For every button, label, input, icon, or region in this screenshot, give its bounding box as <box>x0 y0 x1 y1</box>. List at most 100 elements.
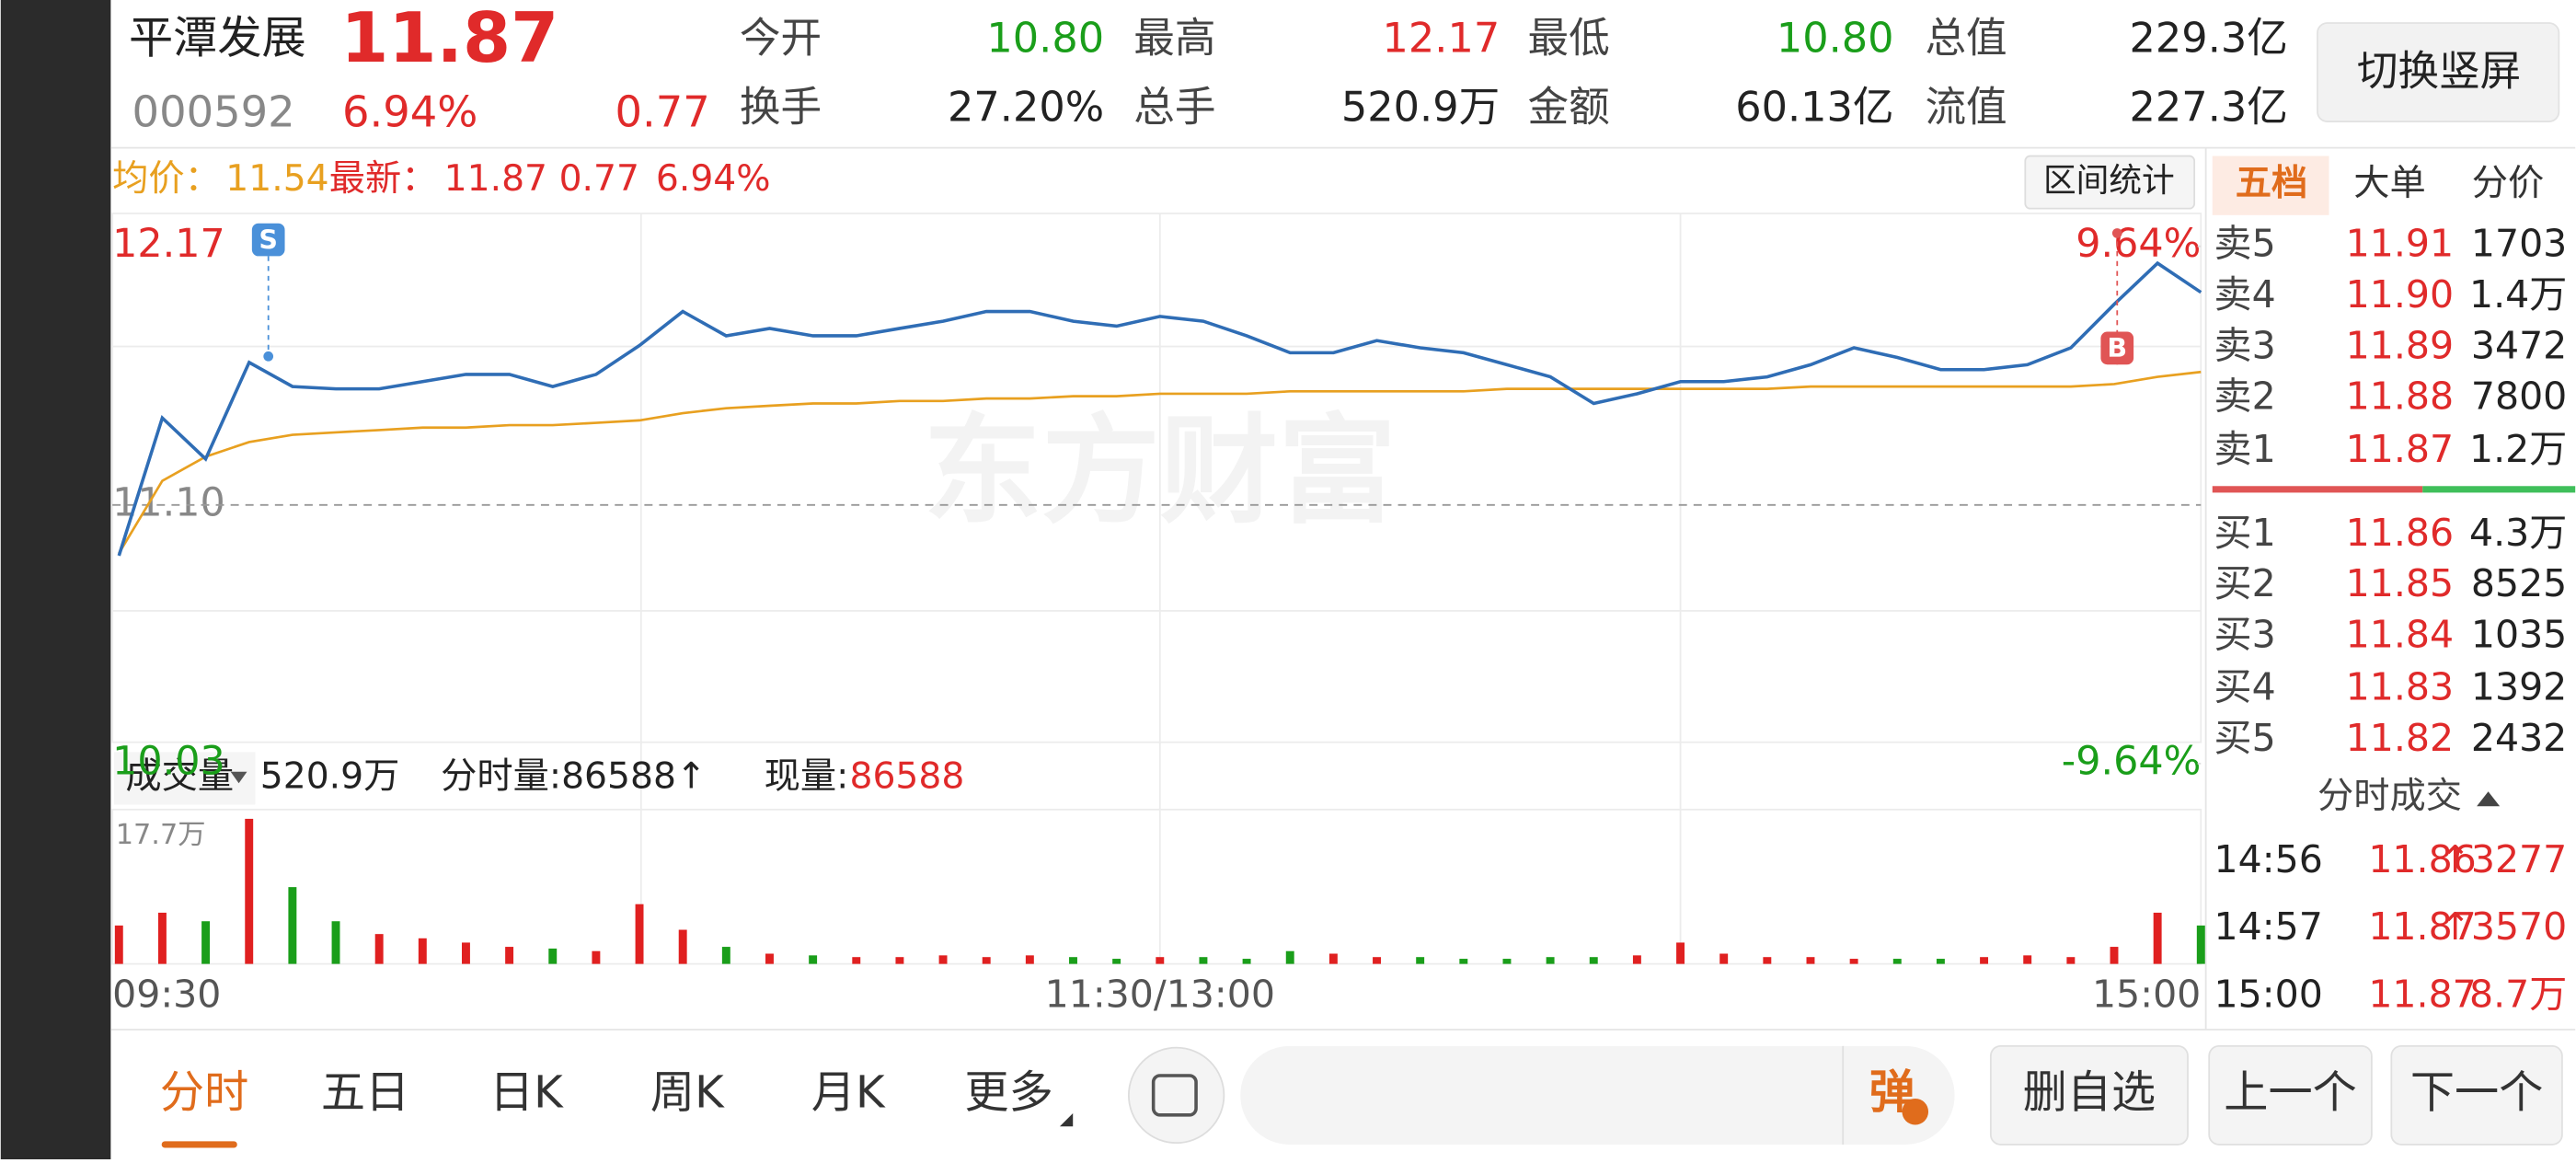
book-tab[interactable]: 分价 <box>2472 163 2544 204</box>
volume-bar <box>288 887 297 964</box>
stat-value: 10.80 <box>1777 15 1894 63</box>
book-volume: 1392 <box>2471 665 2567 709</box>
bottom-bar: 分时 五日 日K 周K 月K 更多 删自选 上一个 下一个 <box>160 1044 2563 1146</box>
action-button[interactable] <box>2208 1044 2373 1146</box>
book-label: 买1 <box>2214 511 2276 555</box>
volume-bar <box>505 947 514 964</box>
stat-label: 总手 <box>1133 84 1215 132</box>
volume-bar <box>245 818 254 964</box>
stock-code: 000592 <box>132 86 295 136</box>
y2-tick-label: -9.64% <box>2062 738 2202 784</box>
volume-bar <box>1069 957 1077 964</box>
volume-selector[interactable] <box>113 752 256 805</box>
marker-box <box>251 223 285 257</box>
volume-bar <box>114 925 123 964</box>
action-button[interactable] <box>1989 1044 2189 1146</box>
latest-price: 11.87 <box>444 158 547 200</box>
note-button[interactable] <box>1127 1046 1225 1145</box>
stat-value: 10.80 <box>986 15 1104 63</box>
stat-value: 12.17 <box>1383 15 1501 63</box>
book-label: 卖2 <box>2214 374 2276 419</box>
book-price: 11.89 <box>2346 323 2454 367</box>
watermark: 东方财富 <box>924 403 1397 540</box>
book-volume: 1.4万 <box>2469 272 2567 317</box>
period-tab[interactable]: 更多 <box>964 1066 1052 1118</box>
trades-title[interactable]: 分时成交 <box>2317 776 2462 817</box>
volume-bar <box>982 957 991 964</box>
volume-bar <box>721 947 730 964</box>
trade-time: 14:56 <box>2214 837 2323 881</box>
period-tab[interactable]: 周K <box>650 1066 725 1118</box>
volume-bar <box>635 904 644 964</box>
range-button[interactable] <box>2024 155 2196 210</box>
stock-price: 11.87 <box>340 0 558 78</box>
volume-bar <box>1285 950 1294 964</box>
volume-bar <box>1416 957 1425 964</box>
book-volume: 3472 <box>2471 323 2567 367</box>
book-price: 11.82 <box>2346 716 2454 760</box>
volume-bar <box>418 938 427 964</box>
trade-price: 11.87 <box>2368 972 2476 1016</box>
switch-button[interactable] <box>2317 22 2560 122</box>
trade-volume: 8.7万 <box>2469 972 2567 1016</box>
period-volume: 分时量:86588↑ <box>441 755 707 797</box>
marker-label: S <box>259 224 278 255</box>
comment-input[interactable] <box>1240 1045 1955 1145</box>
range-button-label[interactable]: 区间统计 <box>2043 162 2175 200</box>
y-tick-label: 10.03 <box>112 738 225 784</box>
current-volume: 86588 <box>849 755 964 797</box>
book-price: 11.90 <box>2346 272 2454 317</box>
ask-strength <box>2212 486 2423 493</box>
period-tab[interactable]: 五日 <box>321 1066 409 1118</box>
book-label: 买3 <box>2214 612 2276 656</box>
action-button[interactable] <box>2390 1044 2563 1146</box>
book-volume: 1035 <box>2471 612 2567 656</box>
current-volume-label: 现量: <box>765 755 849 797</box>
volume-bar <box>1719 953 1729 964</box>
period-tab[interactable]: 分时 <box>160 1066 248 1118</box>
marker-box <box>2100 331 2134 365</box>
action-button-label[interactable]: 上一个 <box>2224 1066 2357 1118</box>
volume-selector-label[interactable]: 成交量 <box>125 755 234 797</box>
bid-strength <box>2422 486 2576 493</box>
period-tab[interactable]: 月K <box>811 1066 886 1118</box>
volume-bar <box>2153 912 2162 964</box>
period-tab[interactable]: 日K <box>489 1066 564 1118</box>
volume-bar <box>1199 957 1208 964</box>
volume-bar <box>2023 955 2032 964</box>
volume-bar <box>1892 959 1902 964</box>
stat-value: 227.3亿 <box>2130 84 2288 132</box>
action-button-label[interactable]: 删自选 <box>2023 1066 2156 1118</box>
collapse-icon[interactable] <box>2477 791 2501 807</box>
stat-value: 60.13亿 <box>1735 84 1893 132</box>
book-label: 卖4 <box>2214 272 2276 317</box>
price-frame <box>111 213 2202 743</box>
y-tick-label: 12.17 <box>112 221 225 267</box>
trade-price: 11.87 <box>2368 904 2476 949</box>
book-label: 买2 <box>2214 561 2276 605</box>
stock-name: 平潭发展 <box>129 13 306 64</box>
volume-bar <box>1025 955 1034 964</box>
tab-highlight <box>2212 155 2329 215</box>
book-price: 11.86 <box>2346 511 2454 555</box>
action-button-label[interactable]: 下一个 <box>2410 1066 2544 1118</box>
volume-bar <box>1980 957 1989 964</box>
volume-bar <box>852 957 861 964</box>
latest-pct: 6.94% <box>656 158 771 200</box>
volume-bar <box>2196 925 2205 964</box>
stat-label: 流值 <box>1925 84 2007 132</box>
volume-bar <box>1156 957 1165 964</box>
volume-bar <box>1546 957 1555 964</box>
y-tick-label: 17.7万 <box>116 819 206 851</box>
volume-bar <box>765 953 774 964</box>
book-volume: 1.2万 <box>2469 427 2567 471</box>
x-tick-label: 09:30 <box>112 972 221 1016</box>
volume-bar <box>1849 959 1858 964</box>
book-tab[interactable]: 大单 <box>2353 163 2426 204</box>
book-label: 卖1 <box>2214 427 2276 471</box>
switch-button-label[interactable]: 切换竖屏 <box>2357 47 2521 95</box>
volume-bar <box>157 912 167 964</box>
volume-bar <box>1328 953 1338 964</box>
book-tab[interactable]: 五档 <box>2236 163 2308 204</box>
